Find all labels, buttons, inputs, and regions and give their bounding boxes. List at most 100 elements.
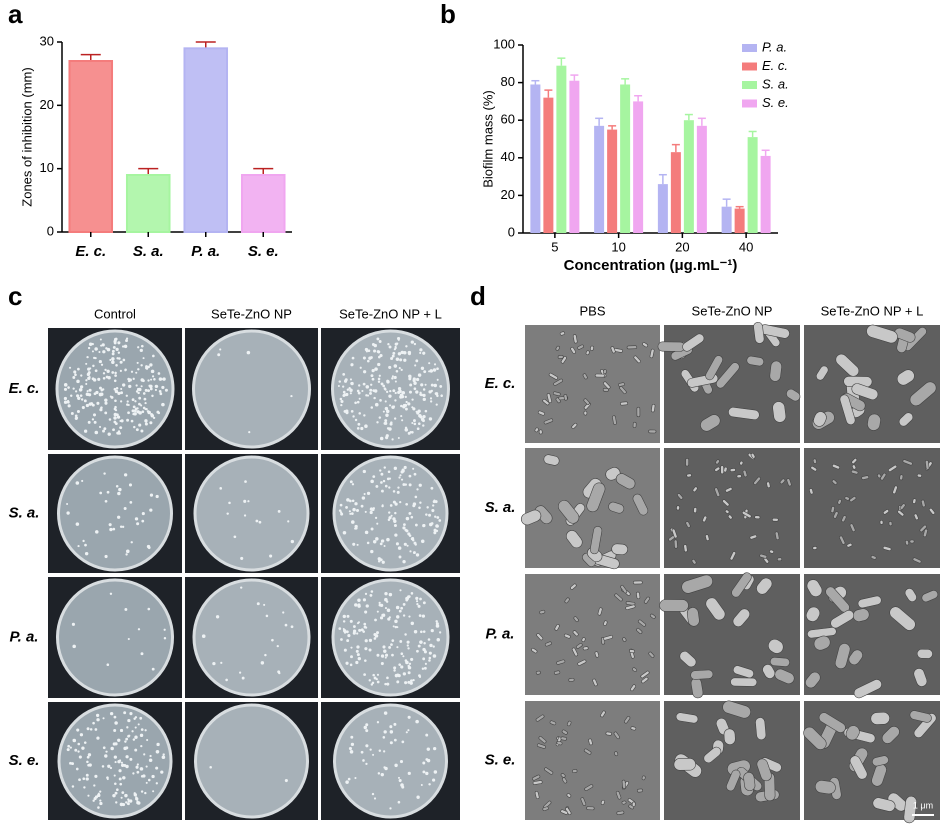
colony (155, 750, 160, 754)
colony (393, 738, 397, 742)
cell (640, 670, 650, 679)
colony (78, 755, 82, 759)
colony (140, 745, 143, 748)
colony (78, 388, 82, 392)
colony (145, 765, 148, 768)
cell (880, 472, 887, 481)
column-header: SeTe-ZnO NP + L (821, 303, 924, 318)
colony (380, 481, 383, 484)
colony (147, 389, 150, 393)
colony (378, 355, 381, 359)
colony (75, 390, 78, 393)
colony (121, 345, 125, 348)
cell (632, 421, 637, 428)
colony (350, 742, 355, 746)
colony (152, 354, 155, 358)
petri-dish (192, 578, 311, 697)
colony (91, 342, 94, 346)
colony (387, 617, 391, 621)
colony (408, 662, 412, 665)
colony (87, 794, 90, 797)
cell (561, 729, 568, 735)
colony (74, 416, 78, 421)
colony (131, 409, 135, 413)
colony (438, 519, 442, 522)
colony (352, 542, 356, 546)
colony (430, 629, 434, 633)
colony (127, 637, 130, 641)
colony (75, 481, 80, 485)
colony (408, 474, 412, 478)
sem-image (525, 574, 660, 695)
cell (620, 585, 628, 594)
colony (144, 422, 148, 426)
colony (422, 601, 426, 605)
petri-dish (331, 329, 450, 449)
colony (114, 791, 118, 795)
row-label: S. a. (9, 504, 40, 521)
colony (428, 651, 432, 655)
colony (345, 780, 349, 784)
cell (597, 607, 603, 616)
colony (138, 402, 141, 406)
colony (352, 507, 356, 512)
cell (809, 488, 814, 495)
colony (387, 470, 391, 474)
colony (81, 746, 85, 750)
colony (413, 472, 417, 476)
legend-label: P. a. (762, 39, 787, 54)
colony (129, 501, 133, 504)
colony (217, 353, 221, 357)
colony (376, 631, 379, 635)
colony (356, 389, 360, 393)
colony (126, 400, 129, 403)
cell (614, 593, 623, 602)
colony (343, 393, 347, 397)
colony (129, 712, 133, 716)
cell (584, 784, 594, 791)
colony (436, 638, 441, 642)
colony (93, 784, 96, 787)
cell (636, 406, 641, 418)
colony (357, 391, 361, 395)
colony (92, 799, 95, 802)
colony (93, 797, 97, 801)
colony (98, 359, 102, 364)
colony (77, 396, 81, 400)
colony (415, 553, 420, 557)
cell (651, 403, 656, 413)
cell (600, 799, 605, 805)
colony (354, 527, 357, 530)
cell (636, 788, 643, 793)
colony (387, 518, 391, 522)
cell (570, 583, 577, 590)
colony (374, 516, 378, 520)
colony (122, 358, 126, 362)
colony (132, 412, 135, 416)
colony (379, 469, 382, 472)
colony (352, 415, 355, 418)
colony (243, 499, 247, 503)
colony (150, 378, 153, 381)
colony (433, 531, 437, 535)
colony (91, 350, 94, 353)
colony (69, 366, 72, 369)
colony (109, 711, 114, 716)
colony (135, 384, 138, 387)
colony (69, 746, 72, 749)
bar (125, 174, 171, 233)
colony (347, 777, 351, 781)
colony (413, 422, 417, 426)
colony (98, 386, 102, 390)
colony (103, 472, 106, 475)
cell (835, 353, 860, 377)
colony (152, 790, 155, 793)
bar (734, 208, 745, 233)
colony (108, 523, 112, 527)
colony (72, 644, 76, 649)
colony (111, 357, 115, 361)
cell (566, 793, 572, 798)
colony (113, 755, 117, 759)
cell (676, 505, 680, 511)
colony (102, 746, 106, 750)
